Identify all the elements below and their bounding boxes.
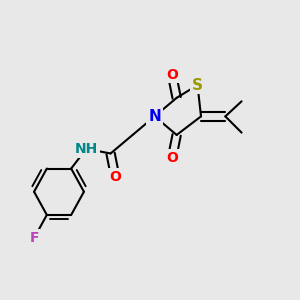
Text: F: F [29,231,39,245]
Text: NH: NH [75,142,98,156]
Text: N: N [148,109,161,124]
Text: O: O [166,151,178,165]
Text: O: O [109,170,121,184]
Text: S: S [192,78,203,93]
Text: O: O [166,68,178,82]
